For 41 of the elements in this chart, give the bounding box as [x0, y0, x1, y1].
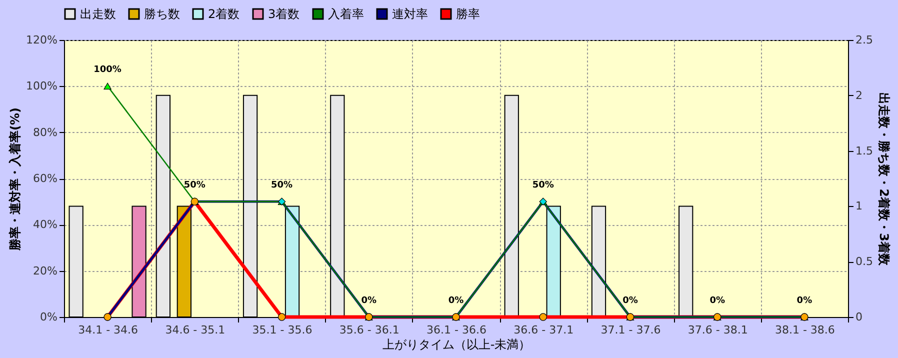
legend-label: 3着数 [268, 7, 300, 21]
x-tick-label: 36.6 - 37.1 [514, 324, 574, 336]
x-tick-label: 34.6 - 35.1 [165, 324, 226, 336]
data-label: 100% [94, 65, 122, 76]
y2-axis-title: 出走数・勝ち数・2着数・3着数 [876, 92, 891, 266]
legend-label: 2着数 [208, 7, 240, 21]
y-tick-label: 60% [33, 172, 58, 185]
data-label: 0% [622, 296, 638, 306]
legend-label: 入着率 [328, 7, 364, 21]
data-label: 0% [796, 296, 812, 306]
y-tick-label: 20% [33, 264, 58, 278]
y-tick-label: 80% [33, 126, 58, 139]
y-tick-label: 120% [26, 34, 58, 46]
x-tick-label: 37.1 - 37.6 [600, 324, 661, 336]
y-tick-label: 100% [26, 80, 58, 93]
data-label: 0% [361, 296, 377, 306]
data-label: 50% [184, 180, 206, 191]
legend-label: 勝ち数 [144, 7, 180, 21]
y2-tick-label: 0 [856, 310, 862, 324]
x-tick-label: 38.1 - 38.6 [774, 324, 835, 336]
x-tick-label: 36.1 - 36.6 [426, 324, 486, 336]
x-tick-label: 35.1 - 35.6 [252, 324, 312, 336]
x-tick-label: 35.6 - 36.1 [339, 324, 400, 336]
y2-tick-label: 0.5 [856, 255, 873, 268]
y2-tick-label: 1.5 [856, 144, 873, 158]
legend-label: 勝率 [456, 7, 480, 21]
y-axis-title: 勝率・連対率・入着率(%) [8, 108, 22, 252]
data-label: 0% [448, 296, 464, 306]
data-label: 0% [710, 296, 725, 306]
x-axis-title: 上がりタイム（以上-未満） [382, 338, 531, 352]
x-tick-label: 34.1 - 34.6 [78, 324, 138, 336]
data-label: 50% [532, 180, 554, 191]
legend-label: 出走数 [80, 7, 116, 21]
y2-tick-label: 2.5 [856, 34, 873, 46]
y-tick-label: 40% [33, 218, 58, 232]
y2-tick-label: 1 [856, 200, 862, 213]
y2-tick-label: 2 [856, 88, 862, 102]
x-tick-label: 37.6 - 38.1 [688, 324, 748, 336]
y-tick-label: 0% [40, 310, 58, 324]
legend-label: 連対率 [392, 7, 428, 21]
data-label: 50% [271, 180, 293, 191]
